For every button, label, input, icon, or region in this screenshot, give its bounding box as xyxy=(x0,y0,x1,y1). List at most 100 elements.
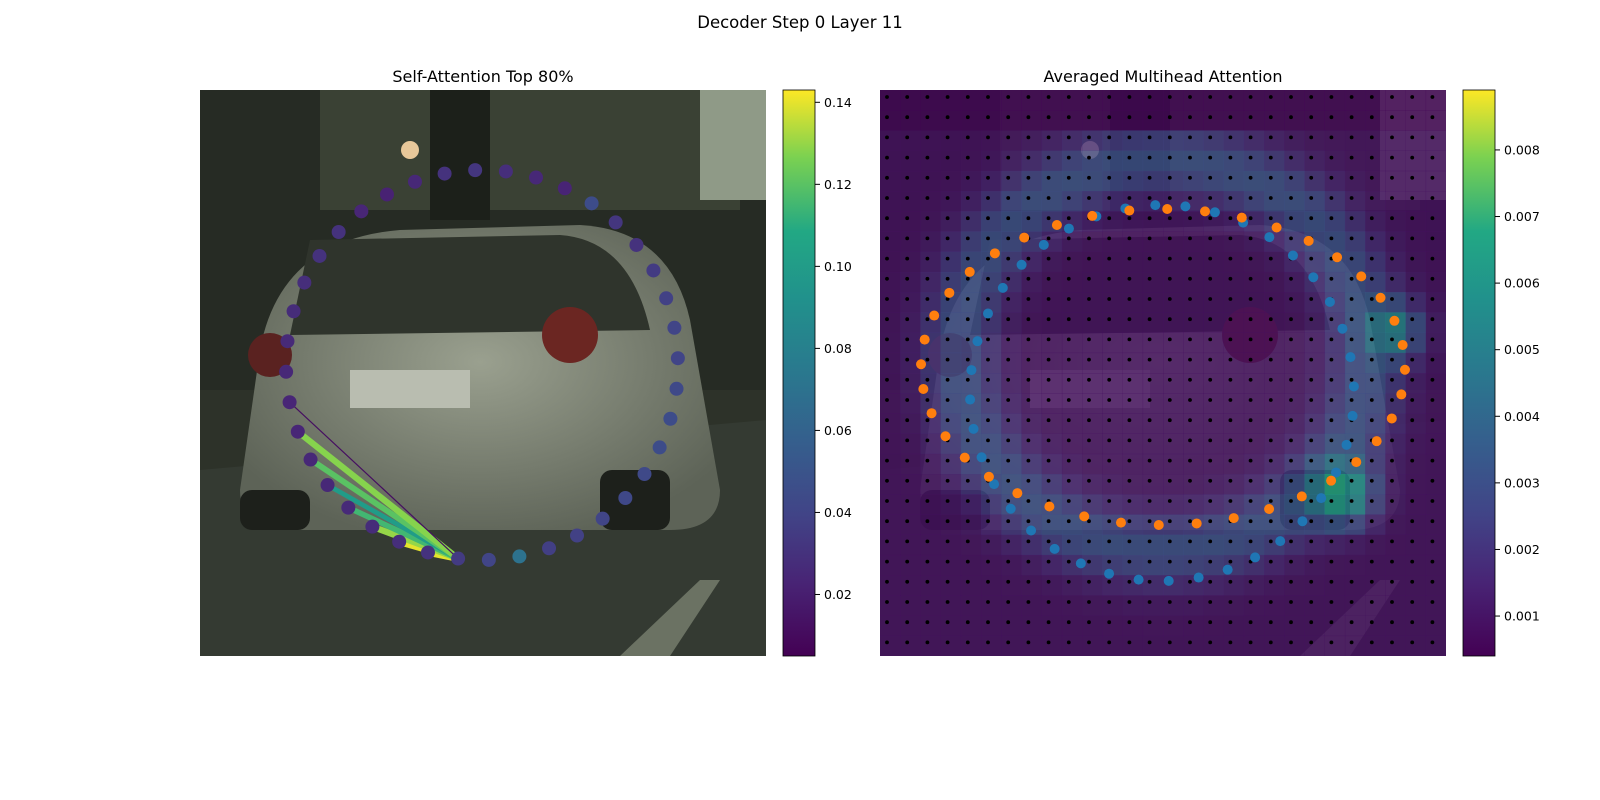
heatmap-cell xyxy=(1243,150,1265,172)
heatmap-cell xyxy=(1324,110,1346,131)
grid-dot xyxy=(1006,478,1011,483)
heatmap-cell xyxy=(1203,373,1224,394)
heatmap-cell xyxy=(1264,251,1285,273)
grid-dot xyxy=(1066,357,1071,362)
grid-dot xyxy=(1430,458,1435,463)
heatmap-cell xyxy=(1061,170,1083,192)
grid-dot xyxy=(1066,398,1071,402)
heatmap-cell xyxy=(1142,635,1164,656)
heatmap-cell xyxy=(1223,494,1245,515)
heatmap-cell xyxy=(1183,433,1204,455)
grid-dot xyxy=(1228,175,1233,180)
grid-dot xyxy=(1248,640,1253,645)
heatmap-cell xyxy=(1021,635,1043,656)
grid-dot xyxy=(1026,398,1031,402)
grid-dot xyxy=(1268,377,1273,382)
grid-dot xyxy=(1208,539,1213,544)
heatmap-cell xyxy=(1163,433,1184,455)
heatmap-cell xyxy=(940,413,962,434)
heatmap-cell xyxy=(1082,271,1103,293)
heatmap-cell xyxy=(1324,231,1346,253)
grid-dot xyxy=(1066,418,1071,423)
grid-dot xyxy=(965,155,970,160)
grid-dot xyxy=(1066,297,1071,301)
grid-dot xyxy=(1430,600,1435,604)
grid-dot xyxy=(1066,600,1071,604)
grid-dot xyxy=(1349,317,1354,322)
grid-dot xyxy=(1087,115,1091,120)
heatmap-cell xyxy=(1385,150,1406,172)
heatmap-cell xyxy=(1243,352,1265,374)
heatmap-cell xyxy=(960,211,982,232)
grid-dot xyxy=(1248,519,1253,524)
heatmap-cell xyxy=(1284,635,1305,656)
heatmap-cell xyxy=(1142,433,1164,455)
grid-dot xyxy=(1167,317,1172,322)
blue-point xyxy=(966,365,977,376)
heatmap-cell xyxy=(900,292,921,313)
grid-dot xyxy=(1410,337,1415,342)
grid-dot xyxy=(1107,135,1112,140)
grid-dot xyxy=(1046,398,1051,402)
grid-dot xyxy=(1188,478,1192,483)
grid-dot xyxy=(1188,236,1192,241)
heatmap-cell xyxy=(1183,373,1204,394)
heatmap-cell xyxy=(940,231,962,253)
grid-dot xyxy=(1087,519,1091,524)
grid-dot xyxy=(1188,297,1192,301)
heatmap-cell xyxy=(1264,373,1285,394)
grid-dot xyxy=(1147,499,1152,503)
grid-dot xyxy=(1248,196,1253,200)
grid-dot xyxy=(1268,196,1273,200)
grid-dot xyxy=(945,418,950,423)
grid-dot xyxy=(1167,175,1172,180)
heatmap-cell xyxy=(920,150,941,172)
heatmap-cell xyxy=(900,534,921,556)
grid-dot xyxy=(1066,256,1071,261)
grid-dot xyxy=(1349,377,1354,382)
heatmap-cell xyxy=(1183,554,1204,576)
grid-dot xyxy=(1066,95,1071,99)
heatmap-cell xyxy=(940,575,962,596)
grid-dot xyxy=(1127,418,1132,423)
heatmap-cell xyxy=(900,312,921,333)
grid-dot xyxy=(1006,256,1011,261)
grid-dot xyxy=(1248,357,1253,362)
blue-point xyxy=(1193,572,1204,583)
heatmap-cell xyxy=(1203,474,1224,495)
grid-dot xyxy=(925,175,930,180)
heatmap-cell xyxy=(1021,110,1043,131)
heatmap-cell xyxy=(1021,211,1043,232)
grid-dot xyxy=(1228,256,1233,261)
heatmap-cell xyxy=(1102,534,1123,556)
grid-dot xyxy=(986,438,990,443)
grid-dot xyxy=(1188,175,1192,180)
heatmap-cell xyxy=(1163,332,1184,354)
heatmap-cell xyxy=(1142,251,1164,273)
orange-point xyxy=(1271,222,1282,233)
heatmap-cell xyxy=(1284,393,1305,414)
grid-dot xyxy=(965,236,970,241)
heatmap-cell xyxy=(1001,534,1022,556)
heatmap-cell xyxy=(1082,433,1103,455)
heatmap-cell xyxy=(1344,191,1366,212)
colorbar-tick-label: 0.002 xyxy=(1504,542,1540,557)
grid-dot xyxy=(1188,600,1192,604)
heatmap-cell xyxy=(1365,413,1386,434)
grid-dot xyxy=(1309,317,1314,322)
grid-dot xyxy=(1087,458,1091,463)
grid-dot xyxy=(1188,196,1192,200)
heatmap-cell xyxy=(1021,251,1043,273)
grid-dot xyxy=(986,398,990,402)
heatmap-cell xyxy=(1203,211,1224,232)
heatmap-cell xyxy=(1183,332,1204,354)
grid-dot xyxy=(1208,317,1213,322)
grid-dot xyxy=(1006,175,1011,180)
heatmap-cell xyxy=(1304,312,1326,333)
heatmap-cell xyxy=(1264,332,1285,354)
grid-dot xyxy=(1006,640,1011,645)
grid-dot xyxy=(1430,499,1435,503)
heatmap-cell xyxy=(960,352,982,374)
grid-dot xyxy=(986,620,990,625)
heatmap-cell xyxy=(1082,373,1103,394)
